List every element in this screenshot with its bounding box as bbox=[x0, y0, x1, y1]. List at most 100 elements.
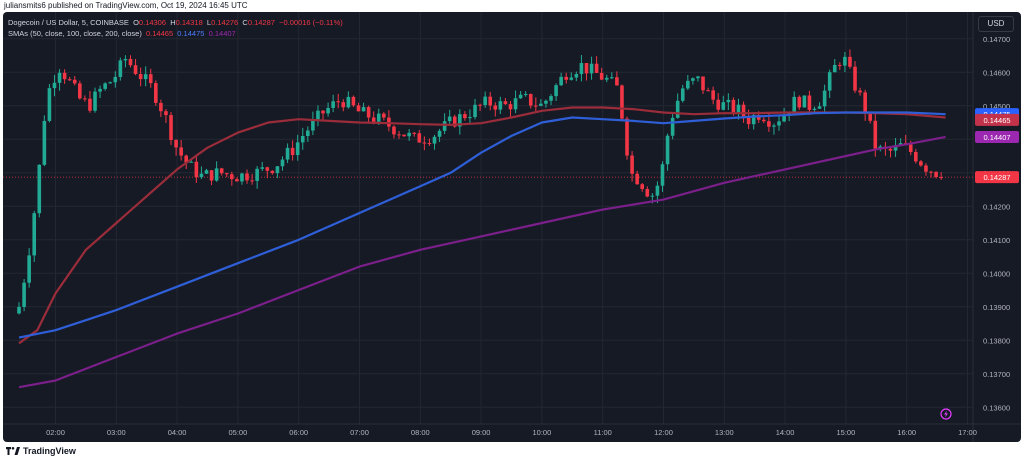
candle-body bbox=[898, 143, 903, 146]
candle-body bbox=[402, 134, 406, 137]
symbol-name[interactable]: Dogecoin / US Dollar, 5, COINBASE bbox=[8, 18, 129, 27]
y-tick-label: 0.14200 bbox=[983, 202, 1010, 211]
high-label: H bbox=[170, 18, 176, 27]
candle-body bbox=[427, 143, 432, 145]
candle-body bbox=[463, 114, 467, 119]
candle-body bbox=[868, 113, 873, 121]
candle-body bbox=[675, 100, 680, 118]
candle-body bbox=[240, 173, 244, 182]
candle-body bbox=[534, 105, 538, 107]
candle-body bbox=[341, 102, 346, 108]
candle-body bbox=[604, 77, 609, 80]
close-label: C bbox=[242, 18, 248, 27]
candle-body bbox=[275, 166, 280, 174]
y-tick-label: 0.13600 bbox=[983, 403, 1010, 412]
x-tick-label: 17:00 bbox=[958, 428, 977, 437]
low-label: L bbox=[206, 18, 212, 27]
candle-body bbox=[189, 161, 194, 163]
sma50-value: 0.14465 bbox=[146, 29, 174, 38]
candle-body bbox=[62, 72, 67, 80]
candle-body bbox=[630, 155, 634, 174]
candle-body bbox=[407, 132, 411, 137]
candle-body bbox=[83, 98, 87, 100]
candle-body bbox=[574, 74, 579, 78]
candle-body bbox=[78, 83, 82, 99]
candle-body bbox=[691, 78, 695, 81]
candle-body bbox=[32, 213, 37, 256]
candle-body bbox=[113, 76, 118, 83]
candle-body bbox=[88, 98, 92, 111]
candle-body bbox=[437, 130, 442, 137]
candle-body bbox=[777, 121, 781, 126]
candle-body bbox=[858, 90, 862, 93]
x-tick-label: 12:00 bbox=[654, 428, 673, 437]
candle-body bbox=[736, 104, 741, 113]
candle-body bbox=[797, 96, 802, 108]
tradingview-logo[interactable]: TradingView bbox=[6, 445, 76, 456]
candle-body bbox=[645, 189, 650, 197]
candle-body bbox=[523, 93, 528, 95]
x-tick-label: 15:00 bbox=[837, 428, 856, 437]
candle-body bbox=[27, 255, 31, 283]
candle-body bbox=[67, 79, 72, 81]
candle-body bbox=[361, 107, 366, 112]
sma-indicator-name[interactable]: SMAs (50, close, 100, close, 200, close) bbox=[8, 29, 142, 38]
chart-panel[interactable]: 0.147000.146000.145000.144000.143000.142… bbox=[3, 12, 1021, 442]
price-label-bg bbox=[975, 171, 1019, 184]
candle-body bbox=[660, 164, 665, 186]
price-label-bg bbox=[975, 130, 1019, 143]
candle-body bbox=[194, 161, 199, 178]
candle-body bbox=[939, 177, 943, 179]
candle-body bbox=[133, 65, 138, 75]
y-tick-label: 0.13800 bbox=[983, 336, 1010, 345]
candle-body bbox=[306, 130, 310, 137]
sma-line-sma200 bbox=[18, 135, 946, 389]
x-tick-label: 11:00 bbox=[594, 428, 612, 437]
x-tick-label: 03:00 bbox=[107, 428, 126, 437]
candle-body bbox=[584, 63, 589, 74]
candle-body bbox=[544, 100, 548, 104]
candle-body bbox=[184, 155, 189, 163]
candle-body bbox=[255, 168, 259, 181]
candle-body bbox=[143, 74, 148, 80]
price-chart[interactable]: 0.147000.146000.145000.144000.143000.142… bbox=[3, 12, 1021, 442]
candle-body bbox=[326, 107, 330, 114]
candle-body bbox=[376, 113, 381, 122]
x-tick-label: 14:00 bbox=[776, 428, 795, 437]
sma-line-sma50 bbox=[18, 106, 946, 345]
candle-body bbox=[245, 173, 249, 181]
candle-body bbox=[650, 195, 655, 197]
candle-body bbox=[417, 133, 422, 143]
candle-body bbox=[270, 170, 275, 174]
sma200-value: 0.14407 bbox=[208, 29, 236, 38]
candle-body bbox=[665, 135, 670, 165]
candle-body bbox=[625, 118, 629, 156]
footer-bar: TradingView bbox=[0, 442, 1024, 459]
x-tick-label: 02:00 bbox=[46, 428, 65, 437]
lightning-icon bbox=[944, 410, 948, 418]
candle-body bbox=[615, 77, 619, 86]
candle-body bbox=[164, 111, 168, 116]
candle-body bbox=[214, 168, 219, 181]
candle-body bbox=[513, 98, 518, 110]
candle-body bbox=[93, 91, 97, 111]
candle-body bbox=[300, 136, 305, 143]
currency-button[interactable]: USD bbox=[978, 16, 1014, 32]
candle-body bbox=[528, 93, 533, 106]
candle-body bbox=[594, 63, 599, 73]
high-value: 0.14318 bbox=[175, 18, 203, 27]
candle-body bbox=[878, 146, 883, 149]
candle-body bbox=[554, 85, 558, 97]
candle-body bbox=[919, 161, 923, 166]
candle-body bbox=[680, 88, 685, 101]
candle-body bbox=[838, 64, 842, 66]
candle-body bbox=[751, 115, 756, 125]
candle-body bbox=[706, 90, 710, 92]
sma100-value: 0.14475 bbox=[177, 29, 205, 38]
candle-body bbox=[387, 117, 391, 127]
candle-body bbox=[503, 101, 508, 105]
price-label-sma50: 0.14465 bbox=[983, 116, 1010, 125]
candle-body bbox=[498, 101, 503, 110]
candle-body bbox=[128, 58, 133, 66]
